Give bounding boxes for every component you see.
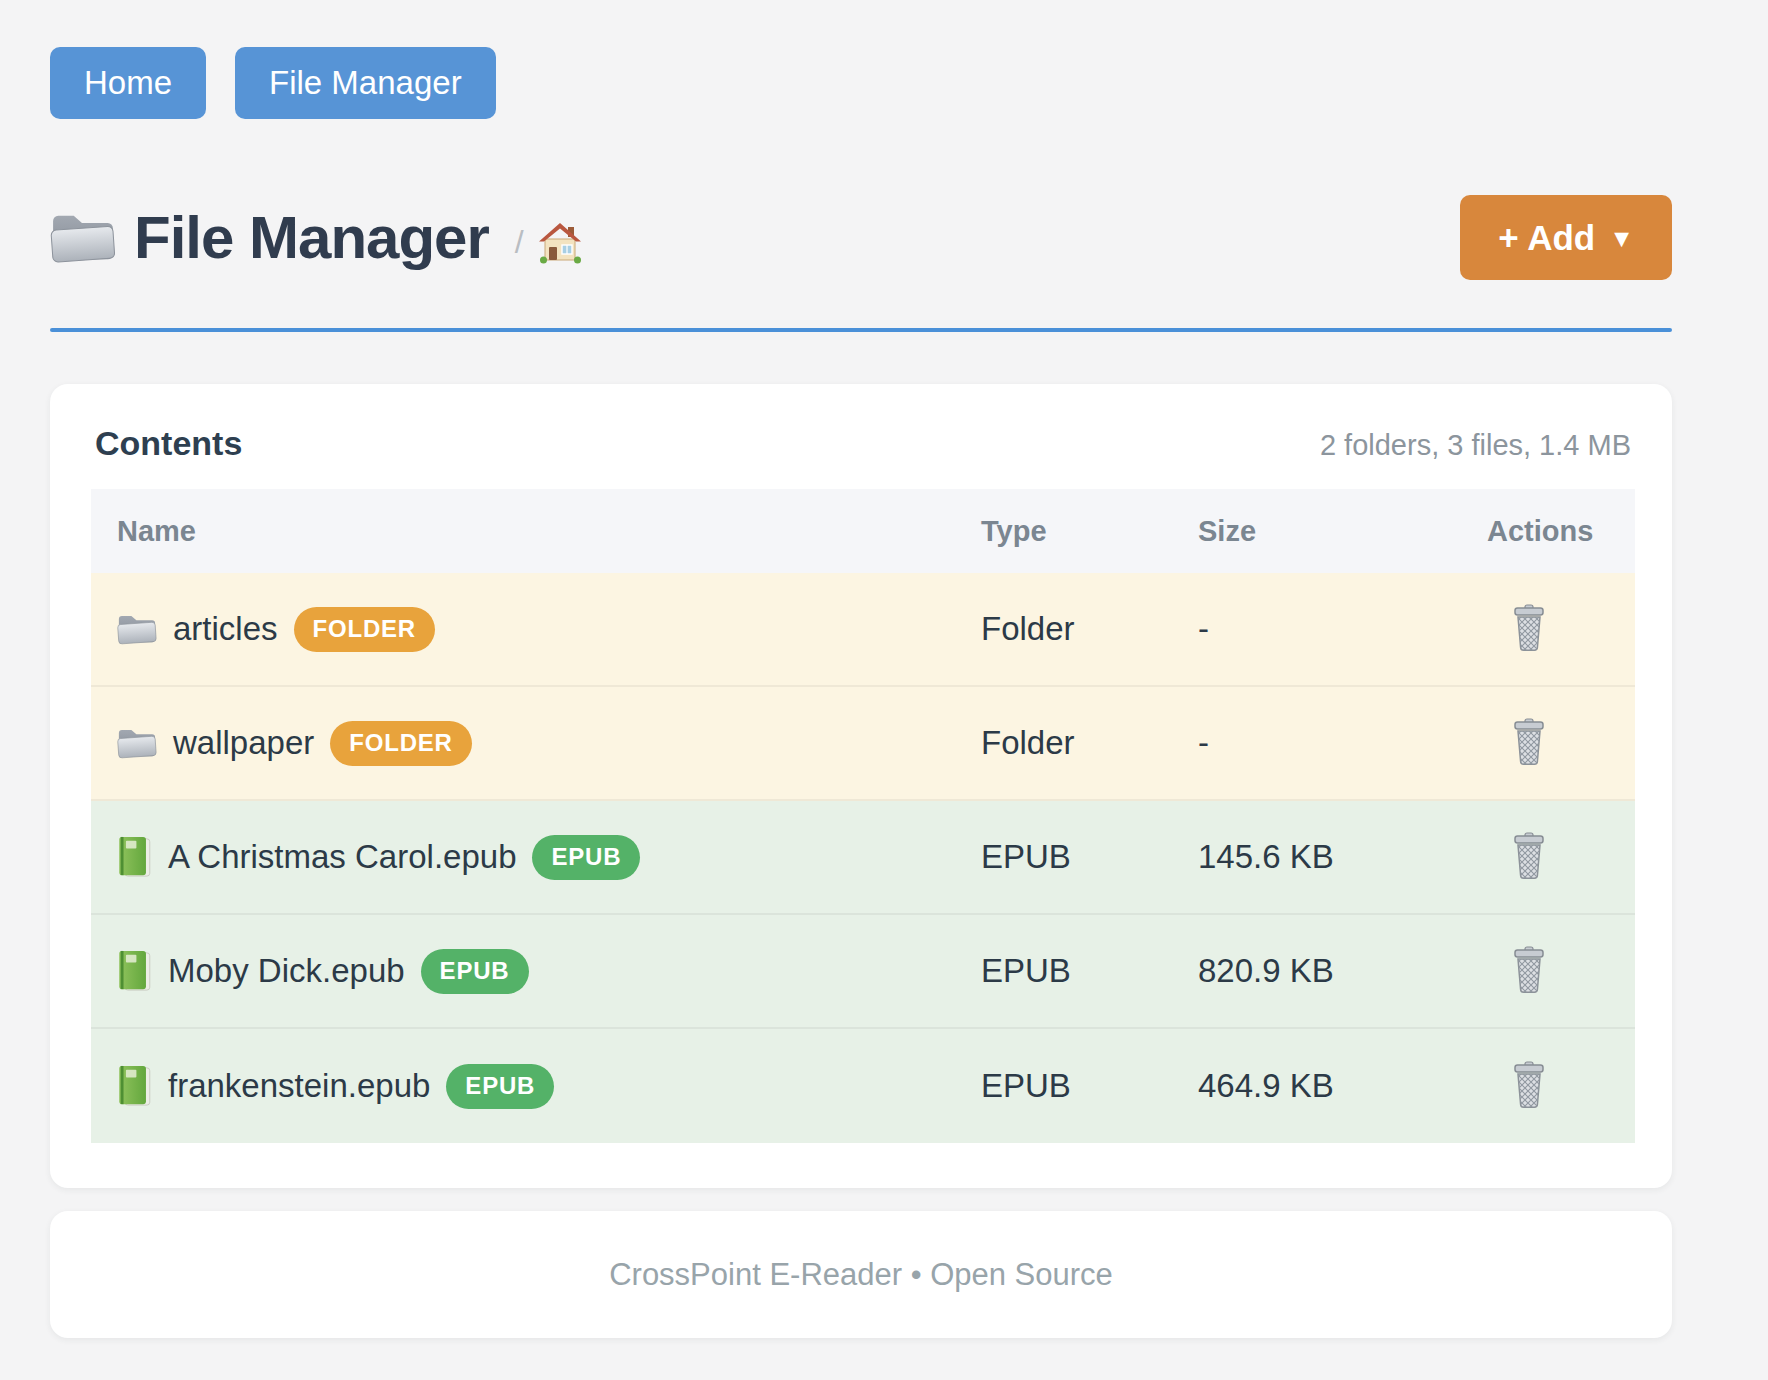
actions-cell: [1487, 827, 1635, 888]
size-cell: 820.9 KB: [1198, 952, 1487, 990]
file-table: Name Type Size Actions articles FOLDER F…: [91, 489, 1635, 1143]
name-cell: wallpaper FOLDER: [91, 721, 981, 766]
folder-icon: [50, 210, 116, 265]
page: Home File Manager File Manager /: [50, 0, 1672, 1338]
nav-button-file-manager[interactable]: File Manager: [235, 47, 496, 119]
delete-button[interactable]: [1501, 599, 1557, 657]
green-book-icon: [117, 836, 152, 878]
page-header: File Manager / + Add ▼: [50, 195, 1672, 280]
breadcrumb-separator: /: [515, 224, 524, 261]
type-cell: EPUB: [981, 1067, 1198, 1105]
table-row: articles FOLDER Folder -: [91, 573, 1635, 687]
table-row: Moby Dick.epub EPUB EPUB 820.9 KB: [91, 915, 1635, 1029]
file-link[interactable]: A Christmas Carol.epub: [168, 838, 516, 876]
trash-icon: [1510, 946, 1548, 994]
footer-text: CrossPoint E-Reader • Open Source: [609, 1257, 1113, 1293]
green-book-icon: [117, 950, 152, 992]
size-cell: 145.6 KB: [1198, 838, 1487, 876]
add-button-label: + Add: [1498, 218, 1595, 258]
name-cell: articles FOLDER: [91, 607, 981, 652]
type-cell: EPUB: [981, 952, 1198, 990]
file-link[interactable]: Moby Dick.epub: [168, 952, 405, 990]
delete-button[interactable]: [1501, 713, 1557, 771]
folder-icon: [117, 725, 157, 761]
size-cell: -: [1198, 724, 1487, 762]
table-header-row: Name Type Size Actions: [91, 489, 1635, 573]
actions-cell: [1487, 1056, 1635, 1117]
delete-button[interactable]: [1501, 827, 1557, 885]
add-button[interactable]: + Add ▼: [1460, 195, 1672, 280]
actions-cell: [1487, 713, 1635, 774]
delete-button[interactable]: [1501, 1056, 1557, 1114]
actions-cell: [1487, 599, 1635, 660]
epub-badge: EPUB: [532, 835, 640, 880]
size-cell: 464.9 KB: [1198, 1067, 1487, 1105]
folder-link[interactable]: articles: [173, 610, 278, 648]
folder-badge: FOLDER: [330, 721, 471, 766]
folder-icon: [117, 611, 157, 647]
header-divider: [50, 328, 1672, 332]
trash-icon: [1510, 604, 1548, 652]
contents-header: Contents 2 folders, 3 files, 1.4 MB: [91, 424, 1635, 463]
table-row: A Christmas Carol.epub EPUB EPUB 145.6 K…: [91, 801, 1635, 915]
name-cell: Moby Dick.epub EPUB: [91, 949, 981, 994]
type-cell: Folder: [981, 724, 1198, 762]
actions-cell: [1487, 941, 1635, 1002]
table-row: frankenstein.epub EPUB EPUB 464.9 KB: [91, 1029, 1635, 1143]
epub-badge: EPUB: [446, 1064, 554, 1109]
caret-down-icon: ▼: [1609, 224, 1634, 253]
contents-heading: Contents: [95, 424, 242, 463]
top-nav: Home File Manager: [50, 0, 1672, 119]
epub-badge: EPUB: [421, 949, 529, 994]
green-book-icon: [117, 1065, 152, 1107]
delete-button[interactable]: [1501, 941, 1557, 999]
trash-icon: [1510, 832, 1548, 880]
type-cell: Folder: [981, 610, 1198, 648]
title-wrap: File Manager /: [50, 203, 582, 272]
folder-link[interactable]: wallpaper: [173, 724, 314, 762]
trash-icon: [1510, 1061, 1548, 1109]
nav-button-home[interactable]: Home: [50, 47, 206, 119]
file-link[interactable]: frankenstein.epub: [168, 1067, 430, 1105]
name-cell: frankenstein.epub EPUB: [91, 1064, 981, 1109]
footer-card: CrossPoint E-Reader • Open Source: [50, 1211, 1672, 1338]
trash-icon: [1510, 718, 1548, 766]
column-header-type: Type: [981, 515, 1198, 548]
size-cell: -: [1198, 610, 1487, 648]
contents-card: Contents 2 folders, 3 files, 1.4 MB Name…: [50, 384, 1672, 1188]
column-header-actions: Actions: [1487, 515, 1635, 548]
folder-badge: FOLDER: [294, 607, 435, 652]
column-header-name: Name: [91, 515, 981, 548]
name-cell: A Christmas Carol.epub EPUB: [91, 835, 981, 880]
contents-summary: 2 folders, 3 files, 1.4 MB: [1320, 429, 1631, 462]
breadcrumb-home-link[interactable]: [538, 222, 582, 264]
house-icon: [538, 222, 582, 264]
type-cell: EPUB: [981, 838, 1198, 876]
column-header-size: Size: [1198, 515, 1487, 548]
page-title: File Manager: [134, 203, 489, 272]
table-row: wallpaper FOLDER Folder -: [91, 687, 1635, 801]
